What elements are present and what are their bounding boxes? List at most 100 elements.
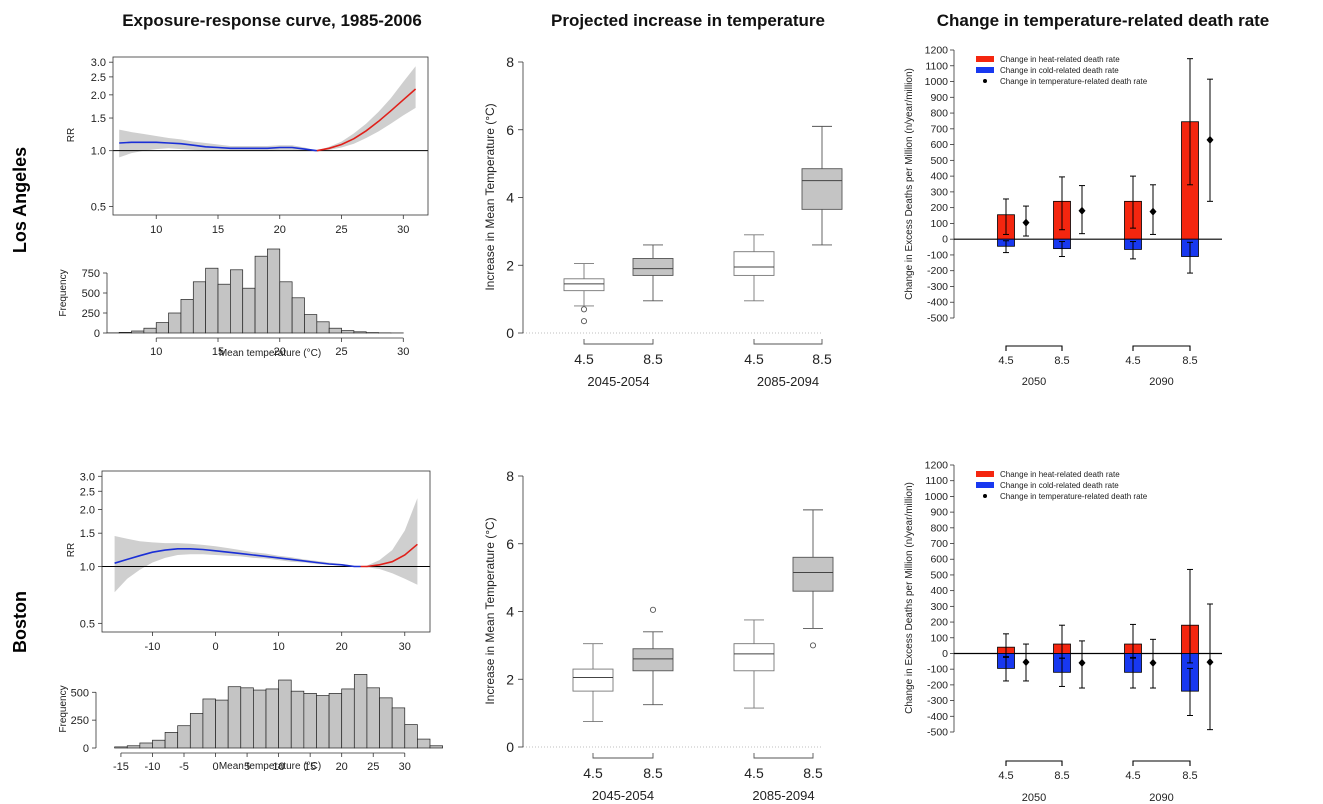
histogram-bar bbox=[155, 322, 169, 334]
chart-la-boxplot: 0 2 4 6 8 Increase in Mean Temperature (°C) 4.… bbox=[483, 54, 843, 389]
x-tick-label: 15 bbox=[304, 761, 316, 773]
y-tick-label: 0 bbox=[506, 325, 514, 341]
y-tick-label: 4 bbox=[506, 190, 514, 206]
y-tick-label: 1100 bbox=[925, 60, 948, 72]
scenario-label: 8.5 bbox=[643, 765, 663, 781]
y-tick-label: 2.0 bbox=[91, 90, 106, 102]
x-tick-label: 20 bbox=[336, 641, 348, 653]
y-tick-label: 600 bbox=[930, 139, 948, 151]
period-label: 2085-2094 bbox=[752, 788, 814, 803]
y-tick-label: -200 bbox=[927, 265, 948, 277]
scenario-label: 4.5 bbox=[744, 765, 764, 781]
x-tick-label: 30 bbox=[397, 346, 409, 358]
legend-label-heat: Change in heat-related death rate bbox=[1000, 470, 1120, 479]
box-iqr bbox=[572, 668, 614, 692]
histogram-bar bbox=[316, 321, 330, 334]
box-outlier bbox=[580, 318, 588, 325]
histogram-bar bbox=[304, 314, 318, 334]
x-tick-label: 10 bbox=[272, 761, 284, 773]
chart-la-frequency: 0 250 500 750 10 15 20 25 30 Mean temperature (°C… bbox=[58, 248, 409, 359]
y-axis-label: Increase in Mean Temperature (°C) bbox=[483, 103, 497, 290]
box-outlier bbox=[649, 606, 657, 613]
histogram-bar bbox=[328, 327, 342, 334]
y-axis-label: Change in Excess Deaths per Million (n/y… bbox=[904, 482, 915, 714]
x-tick-label: -15 bbox=[113, 761, 129, 773]
plot-frame bbox=[112, 56, 429, 216]
y-tick-label: 400 bbox=[930, 585, 948, 597]
x-tick-label: 20 bbox=[274, 346, 286, 358]
y-tick-label: 300 bbox=[930, 186, 948, 198]
period-label: 2050 bbox=[1022, 792, 1046, 804]
y-tick-label: 250 bbox=[71, 715, 89, 727]
x-tick-label: 20 bbox=[274, 224, 286, 236]
marker-net bbox=[1022, 218, 1030, 227]
histogram-bar bbox=[152, 739, 166, 749]
group-bracket bbox=[1005, 760, 1063, 766]
histogram-bar bbox=[353, 674, 368, 749]
group-bracket bbox=[583, 339, 654, 345]
period-label: 2085-2094 bbox=[757, 374, 819, 389]
y-tick-label: 700 bbox=[930, 123, 948, 135]
y-tick-label: 1000 bbox=[925, 76, 949, 88]
y-tick-label: 800 bbox=[930, 522, 948, 534]
histogram-bar bbox=[366, 687, 380, 749]
y-tick-label: 1.5 bbox=[91, 113, 106, 125]
scenario-label: 8.5 bbox=[643, 351, 663, 367]
histogram-bar bbox=[168, 312, 182, 334]
legend-label-net: Change in temperature-related death rate bbox=[1000, 77, 1148, 86]
y-tick-label: -400 bbox=[927, 711, 948, 723]
histogram-bar bbox=[230, 269, 244, 334]
y-axis-label: RR bbox=[66, 128, 77, 142]
histogram-bar bbox=[341, 688, 355, 749]
legend-swatch-heat bbox=[976, 56, 994, 62]
histogram-bar bbox=[391, 707, 406, 749]
x-tick-label: 5 bbox=[244, 761, 250, 773]
histogram-bar bbox=[143, 327, 157, 334]
y-axis-label: RR bbox=[66, 543, 77, 557]
x-tick-label: 0 bbox=[212, 641, 218, 653]
histogram-bar bbox=[118, 332, 132, 334]
histogram-bar bbox=[217, 283, 231, 334]
box-iqr bbox=[792, 556, 834, 592]
histogram-bar bbox=[404, 724, 418, 749]
chart-boston-death-rate-change: -500 -400 -300 -200 -100 0 100 200 300 400 500 600 7… bbox=[904, 460, 1222, 804]
histogram-bar bbox=[131, 330, 145, 334]
chart-boston-boxplot: 0 2 4 6 8 Increase in Mean Temperature (°C) 4.… bbox=[483, 468, 834, 803]
scenario-label: 4.5 bbox=[998, 355, 1013, 367]
y-tick-label: 0 bbox=[94, 328, 100, 340]
group-bracket bbox=[1132, 345, 1191, 351]
x-tick-label: 30 bbox=[399, 761, 411, 773]
header-exposure: Exposure-response curve, 1985-2006 bbox=[122, 11, 422, 30]
x-tick-label: 15 bbox=[212, 224, 224, 236]
histogram-bar bbox=[139, 742, 153, 749]
y-tick-label: 2.0 bbox=[80, 505, 95, 517]
y-tick-label: 900 bbox=[930, 507, 948, 519]
box-outlier bbox=[580, 306, 588, 313]
y-tick-label: 3.0 bbox=[80, 471, 95, 483]
histogram-bar bbox=[215, 699, 229, 749]
histogram-bar bbox=[192, 281, 206, 334]
y-tick-label: 100 bbox=[930, 632, 948, 644]
histogram-bar bbox=[291, 297, 305, 334]
y-tick-label: 1000 bbox=[925, 491, 949, 503]
marker-net bbox=[1149, 207, 1157, 216]
row-label-boston: Boston bbox=[10, 591, 30, 653]
x-tick-label: -10 bbox=[145, 761, 161, 773]
histogram-bar bbox=[278, 679, 292, 749]
y-tick-label: -100 bbox=[927, 664, 948, 676]
y-tick-label: 0 bbox=[942, 234, 948, 246]
y-tick-label: 4 bbox=[506, 604, 514, 620]
y-tick-label: 200 bbox=[930, 202, 948, 214]
histogram-bar bbox=[202, 698, 216, 749]
marker-net bbox=[1022, 658, 1030, 667]
y-tick-label: 100 bbox=[930, 218, 948, 230]
y-tick-label: 200 bbox=[930, 617, 948, 629]
y-axis-label: Frequency bbox=[58, 685, 69, 732]
histogram-bar bbox=[189, 713, 204, 749]
box-outlier bbox=[809, 642, 817, 649]
histogram-bar bbox=[279, 281, 293, 334]
x-axis-label: Mean temperature (°C) bbox=[219, 348, 321, 359]
group-bracket bbox=[753, 753, 814, 759]
y-tick-label: 8 bbox=[506, 468, 514, 484]
